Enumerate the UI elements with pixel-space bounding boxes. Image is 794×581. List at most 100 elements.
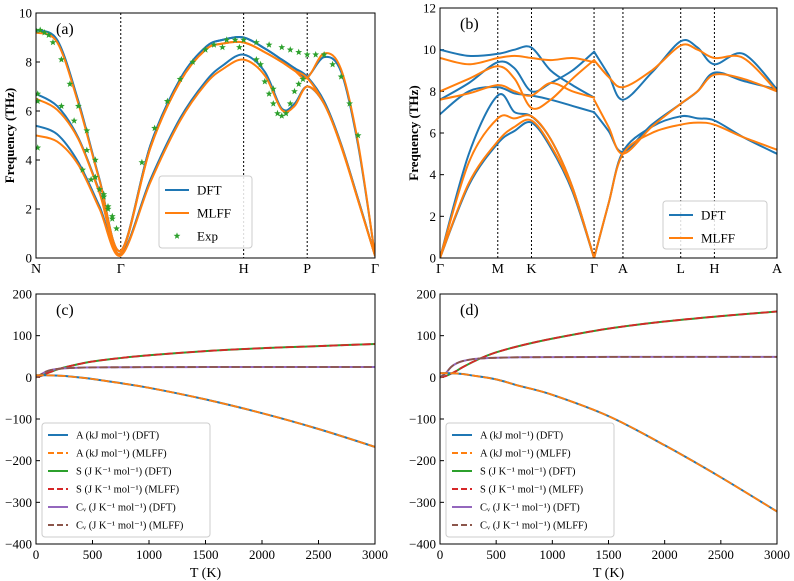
exp-point <box>96 185 103 193</box>
exp-point <box>104 205 112 212</box>
exp-point <box>36 26 44 34</box>
exp-point <box>282 109 290 117</box>
axes-frame <box>35 293 376 545</box>
axes-frame <box>35 12 376 259</box>
axes-frame <box>439 7 778 259</box>
exp-point <box>269 100 277 107</box>
y-tick-label: 0 <box>26 251 33 266</box>
plot-area <box>440 310 777 513</box>
exp-point <box>36 97 42 105</box>
exp-point <box>176 75 184 83</box>
legend: DFT MLFF <box>662 200 768 250</box>
exp-point <box>236 43 243 51</box>
x-tick-label: 3000 <box>764 547 790 562</box>
exp-point <box>291 87 298 95</box>
exp-point <box>36 90 42 97</box>
x-tick-label: 0 <box>437 547 444 562</box>
x-tick-label: Γ <box>590 262 598 277</box>
legend-label: MLFF <box>197 206 231 221</box>
exp-point <box>91 156 99 163</box>
legend-label: Cᵥ (J K⁻¹ mol⁻¹) (DFT) <box>76 503 176 514</box>
legend-label: Cᵥ (J K⁻¹ mol⁻¹) (DFT) <box>480 503 580 514</box>
exp-point <box>108 215 116 222</box>
legend-label: A (kJ mol⁻¹) (DFT) <box>76 431 160 442</box>
exp-point <box>257 60 264 68</box>
exp-point <box>265 90 273 97</box>
series-line <box>440 59 596 110</box>
exp-point <box>312 51 320 58</box>
exp-point <box>337 73 345 80</box>
exp-point <box>278 112 286 119</box>
y-tick-label: 100 <box>13 328 33 343</box>
panel-label: (c) <box>56 302 74 319</box>
panel-b: 0 2 4 6 8 10 12 Γ M K Γ A L H A (b) Frequency (THz) DFT ML… <box>406 1 783 278</box>
exp-point <box>231 36 239 43</box>
exp-point <box>36 144 42 151</box>
x-tick-label: 2500 <box>306 547 332 562</box>
y-tick-label: 2 <box>430 209 437 224</box>
exp-point <box>87 176 95 183</box>
exp-point <box>295 48 303 56</box>
x-tick-label: 1500 <box>596 547 622 562</box>
y-axis-label: Frequency (THz) <box>406 85 421 180</box>
y-tick-label: −200 <box>5 453 32 468</box>
legend: A (kJ mol⁻¹) (DFT) A (kJ mol⁻¹) (MLFF) S (… <box>41 422 211 538</box>
legend-label: S (J K⁻¹ mol⁻¹) (DFT) <box>76 467 172 478</box>
series-line <box>440 310 777 379</box>
legend-label: A (kJ mol⁻¹) (DFT) <box>480 431 564 442</box>
panel-label: (b) <box>460 16 479 33</box>
series-line <box>593 39 777 101</box>
series-line <box>440 54 596 66</box>
exp-point <box>104 203 112 210</box>
exp-point <box>138 158 146 166</box>
legend-frame <box>445 422 615 538</box>
exp-point <box>189 58 197 65</box>
series-line <box>593 121 777 258</box>
y-tick-label: −100 <box>409 412 436 427</box>
x-tick-label: H <box>709 262 719 277</box>
series-line <box>36 374 375 448</box>
x-tick-label: Γ <box>436 262 444 277</box>
y-tick-label: 4 <box>26 153 33 168</box>
x-tick-label: N <box>31 262 41 277</box>
series-line <box>440 372 777 513</box>
legend-label: DFT <box>701 208 726 223</box>
y-tick-label: 200 <box>13 287 33 302</box>
series-line <box>36 343 375 379</box>
exp-point <box>354 131 362 139</box>
x-tick-label: 0 <box>33 547 40 562</box>
series-line <box>440 121 596 258</box>
y-tick-label: 8 <box>430 84 437 99</box>
exp-point <box>269 85 277 92</box>
exp-point <box>346 100 353 107</box>
exp-point <box>202 46 209 53</box>
legend-frame <box>158 175 253 249</box>
exp-point <box>252 38 260 46</box>
legend-label: Cᵥ (J K⁻¹ mol⁻¹) (MLFF) <box>76 521 184 532</box>
exp-point <box>286 100 294 107</box>
legend-label: A (kJ mol⁻¹) (MLFF) <box>76 449 167 460</box>
x-tick-label: 3000 <box>362 547 388 562</box>
x-tick-label: L <box>676 262 685 277</box>
x-axis-label: T (K) <box>190 566 222 581</box>
x-tick-label: A <box>618 262 629 277</box>
exp-point <box>70 117 78 124</box>
series-line <box>36 343 375 379</box>
plot-area <box>36 343 375 448</box>
legend-frame <box>41 422 211 538</box>
exp-point <box>75 102 82 109</box>
y-tick-label: −400 <box>409 537 436 552</box>
exp-point <box>278 43 286 51</box>
legend-label: S (J K⁻¹ mol⁻¹) (DFT) <box>480 467 576 478</box>
exp-point <box>274 109 281 117</box>
plot-area <box>36 26 375 257</box>
legend-label: DFT <box>197 183 222 198</box>
x-tick-label: 1000 <box>136 547 162 562</box>
x-tick-label: M <box>492 262 505 277</box>
exp-point <box>320 51 328 58</box>
x-tick-label: A <box>772 262 783 277</box>
exp-point <box>252 56 260 63</box>
x-tick-label: Γ <box>371 262 379 277</box>
legend-label: S (J K⁻¹ mol⁻¹) (MLFF) <box>76 485 180 496</box>
